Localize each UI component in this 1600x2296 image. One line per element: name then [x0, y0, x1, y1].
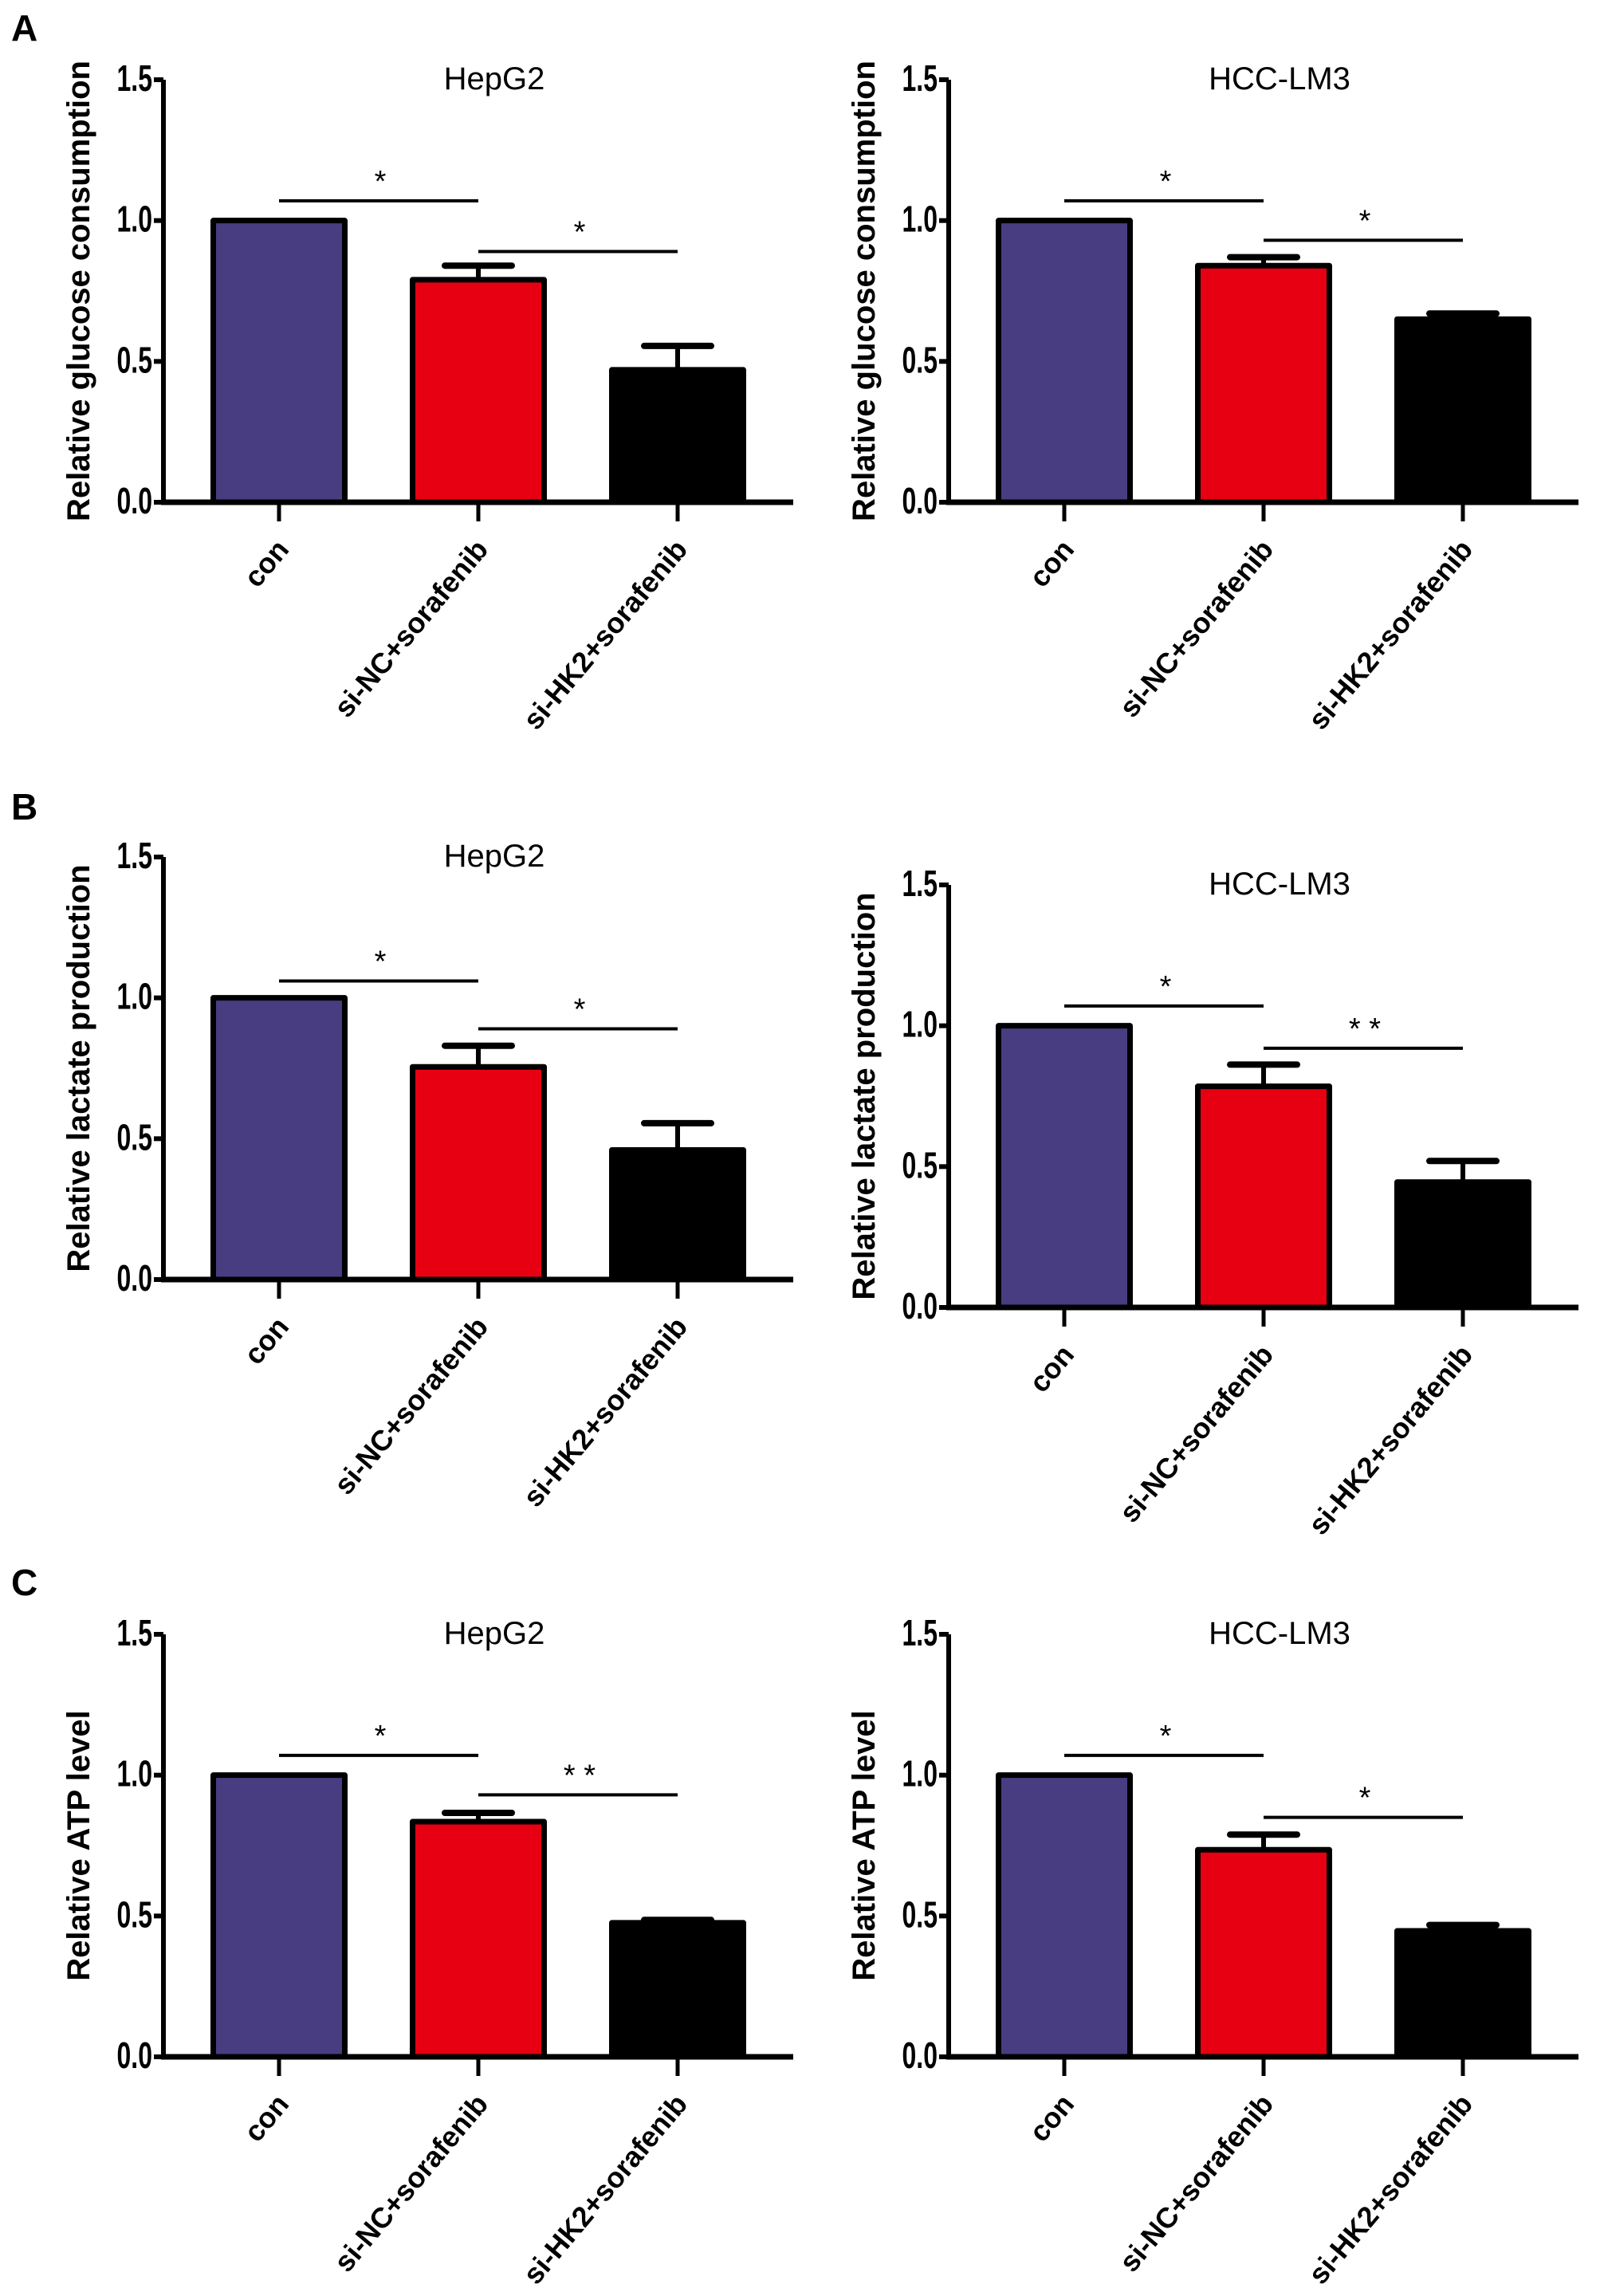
y-tick-label: 0.0	[117, 1258, 152, 1299]
y-axis-label: Relative glucose consumption	[847, 61, 882, 521]
y-tick-label: 0.0	[117, 2035, 152, 2076]
panel-letter-b: B	[11, 786, 38, 828]
y-axis-label: Relative glucose consumption	[61, 61, 96, 521]
y-axis-label: Relative ATP level	[61, 1710, 96, 1980]
bar-si-nc-sorafenib	[410, 1818, 547, 2060]
chart-title: HepG2	[444, 1616, 545, 1651]
bar-si-nc-sorafenib	[410, 277, 547, 505]
bar-chart-svg: HepG2 Relative glucose consumption 0.0 0.5 1…	[61, 58, 793, 736]
y-tick-label: 0.0	[902, 1286, 938, 1327]
x-category-label: con	[238, 533, 296, 593]
x-category-label: si-HK2+sorafenib	[1302, 1339, 1479, 1541]
x-category-label: con	[238, 1311, 296, 1370]
significance-marker: *	[375, 165, 387, 199]
bar-si-nc-sorafenib	[1195, 1083, 1332, 1311]
chart-a-hepg2: HepG2 Relative glucose consumption 0.0 0.5 1…	[0, 0, 797, 741]
significance-marker: *	[574, 993, 586, 1027]
bar-si-nc-sorafenib	[1195, 262, 1332, 505]
bar-si-hk2-sorafenib	[1394, 1179, 1531, 1311]
x-category-label: si-NC+sorafenib	[328, 533, 495, 724]
chart-b-hcclm3: HCC-LM3 Relative lactate production 0.0 0.5…	[785, 805, 1582, 1547]
bar-con	[210, 218, 348, 505]
significance-marker: *	[1160, 165, 1172, 199]
x-category-label: si-HK2+sorafenib	[517, 2088, 694, 2290]
significance-marker: *	[1160, 970, 1172, 1004]
y-tick-label: 1.0	[902, 1005, 938, 1045]
x-category-label: si-NC+sorafenib	[1113, 1339, 1280, 1529]
bar-chart-svg: HCC-LM3 Relative ATP level 0.0 0.5 1.0 1.5 con…	[847, 1613, 1578, 2290]
x-category-label: si-NC+sorafenib	[328, 2088, 495, 2278]
bar-si-hk2-sorafenib	[609, 1920, 746, 2060]
x-category-label: con	[1023, 1339, 1081, 1398]
y-tick-label: 1.0	[902, 1754, 938, 1795]
x-category-label: si-NC+sorafenib	[1113, 533, 1280, 724]
y-tick-label: 0.5	[117, 340, 152, 381]
chart-title: HCC-LM3	[1209, 61, 1350, 96]
y-axis-label: Relative ATP level	[847, 1710, 882, 1980]
significance-marker: *	[375, 945, 387, 978]
bar-con	[996, 218, 1133, 505]
significance-marker: *	[375, 1720, 387, 1753]
bar-si-hk2-sorafenib	[1394, 316, 1531, 505]
x-category-label: si-HK2+sorafenib	[1302, 533, 1479, 736]
chart-c-hepg2: HepG2 Relative ATP level 0.0 0.5 1.0 1.5 con si…	[0, 1555, 797, 2296]
chart-title: HepG2	[444, 61, 545, 96]
chart-c-hcclm3: HCC-LM3 Relative ATP level 0.0 0.5 1.0 1.5 con…	[785, 1555, 1582, 2296]
x-category-label: si-HK2+sorafenib	[517, 1311, 694, 1513]
significance-marker: * *	[564, 1759, 596, 1792]
bar-si-nc-sorafenib	[410, 1063, 547, 1283]
chart-title: HepG2	[444, 839, 545, 874]
bar-chart-svg: HCC-LM3 Relative lactate production 0.0 0.5…	[847, 863, 1578, 1541]
y-tick-label: 0.0	[902, 481, 938, 521]
x-category-label: con	[1023, 2088, 1081, 2148]
bar-con	[996, 1023, 1133, 1311]
bar-si-hk2-sorafenib	[609, 367, 746, 505]
bar-si-hk2-sorafenib	[1394, 1928, 1531, 2060]
chart-title: HCC-LM3	[1209, 1616, 1350, 1651]
y-axis-label: Relative lactate production	[847, 892, 882, 1299]
chart-a-hcclm3: HCC-LM3 Relative glucose consumption 0.0 0.…	[785, 0, 1582, 741]
bar-con	[210, 995, 348, 1283]
y-tick-label: 1.0	[117, 1754, 152, 1795]
y-tick-label: 1.0	[902, 199, 938, 240]
bar-chart-svg: HepG2 Relative lactate production 0.0 0.5 1.…	[61, 835, 793, 1513]
x-category-label: si-HK2+sorafenib	[1302, 2088, 1479, 2290]
chart-b-hepg2: HepG2 Relative lactate production 0.0 0.5 1.…	[0, 777, 797, 1519]
significance-marker: *	[1359, 1782, 1371, 1815]
x-category-label: con	[1023, 533, 1081, 593]
x-category-label: si-NC+sorafenib	[1113, 2088, 1280, 2278]
y-tick-label: 0.0	[117, 481, 152, 521]
chart-title: HCC-LM3	[1209, 867, 1350, 902]
significance-marker: *	[1359, 204, 1371, 238]
bar-si-hk2-sorafenib	[609, 1146, 746, 1283]
y-tick-label: 1.5	[902, 58, 938, 99]
panel-letter-a: A	[11, 7, 38, 49]
y-tick-label: 0.5	[117, 1118, 152, 1158]
panel-letter-c: C	[11, 1562, 38, 1603]
significance-marker: *	[574, 216, 586, 250]
bar-con	[210, 1772, 348, 2060]
y-tick-label: 0.0	[902, 2035, 938, 2076]
y-tick-label: 1.5	[902, 1613, 938, 1653]
y-tick-label: 1.0	[117, 977, 152, 1017]
y-tick-label: 1.5	[902, 863, 938, 904]
y-axis-label: Relative lactate production	[61, 864, 96, 1272]
x-category-label: si-HK2+sorafenib	[517, 533, 694, 736]
y-tick-label: 0.5	[902, 340, 938, 381]
y-tick-label: 0.5	[902, 1895, 938, 1936]
bar-si-nc-sorafenib	[1195, 1846, 1332, 2060]
y-tick-label: 0.5	[117, 1895, 152, 1936]
bar-chart-svg: HCC-LM3 Relative glucose consumption 0.0 0.…	[847, 58, 1578, 736]
bar-con	[996, 1772, 1133, 2060]
significance-marker: * *	[1349, 1012, 1381, 1046]
x-category-label: con	[238, 2088, 296, 2148]
y-tick-label: 1.5	[117, 1613, 152, 1653]
x-category-label: si-NC+sorafenib	[328, 1311, 495, 1501]
y-tick-label: 0.5	[902, 1146, 938, 1186]
significance-marker: *	[1160, 1720, 1172, 1753]
y-tick-label: 1.5	[117, 835, 152, 876]
y-tick-label: 1.0	[117, 199, 152, 240]
y-tick-label: 1.5	[117, 58, 152, 99]
